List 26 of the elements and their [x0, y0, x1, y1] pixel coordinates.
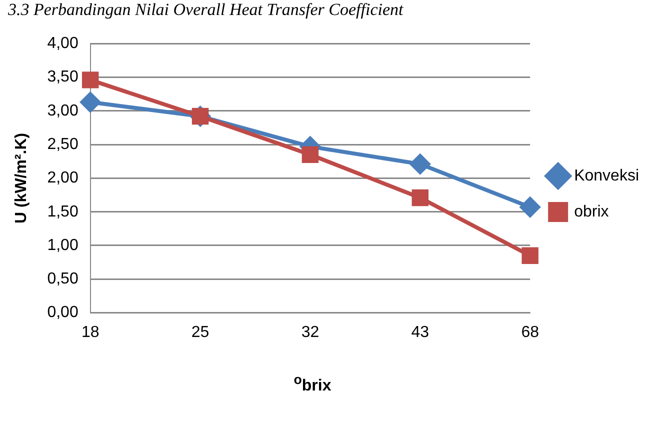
x-axis-title: $^{o}$brix	[292, 372, 332, 396]
legend-label: obrix	[574, 203, 609, 220]
x-tick-label: 32	[301, 324, 320, 341]
y-axis-title: U (kW/m².K)	[13, 132, 30, 224]
x-tick-label: 18	[81, 324, 100, 341]
y-tick-label: 2,50	[47, 136, 78, 153]
y-tick-label: 3,00	[47, 102, 78, 120]
y-tick-label: 3,50	[47, 68, 78, 86]
y-tick-label: 0,00	[47, 304, 78, 322]
point	[412, 189, 429, 206]
point	[410, 154, 430, 174]
y-tick-label: 4,00	[47, 35, 78, 52]
x-tick-label: 68	[521, 324, 540, 341]
y-tick-label: 0,50	[47, 270, 78, 288]
x-tick-label: 43	[411, 324, 430, 341]
chart-title: 3.3 Perbandingan Nilai Overall Heat Transfer Coefficient	[7, 0, 404, 21]
y-tick-label: 1,50	[47, 203, 78, 220]
point	[80, 92, 100, 112]
y-tick-label: 2,00	[47, 170, 78, 187]
y-tick-label: 1,00	[47, 236, 78, 254]
x-tick-label: 25	[191, 324, 210, 341]
legend-label: Konveksi	[574, 167, 639, 184]
point	[520, 197, 540, 218]
point	[522, 247, 538, 264]
point	[82, 72, 99, 88]
point	[302, 146, 319, 164]
